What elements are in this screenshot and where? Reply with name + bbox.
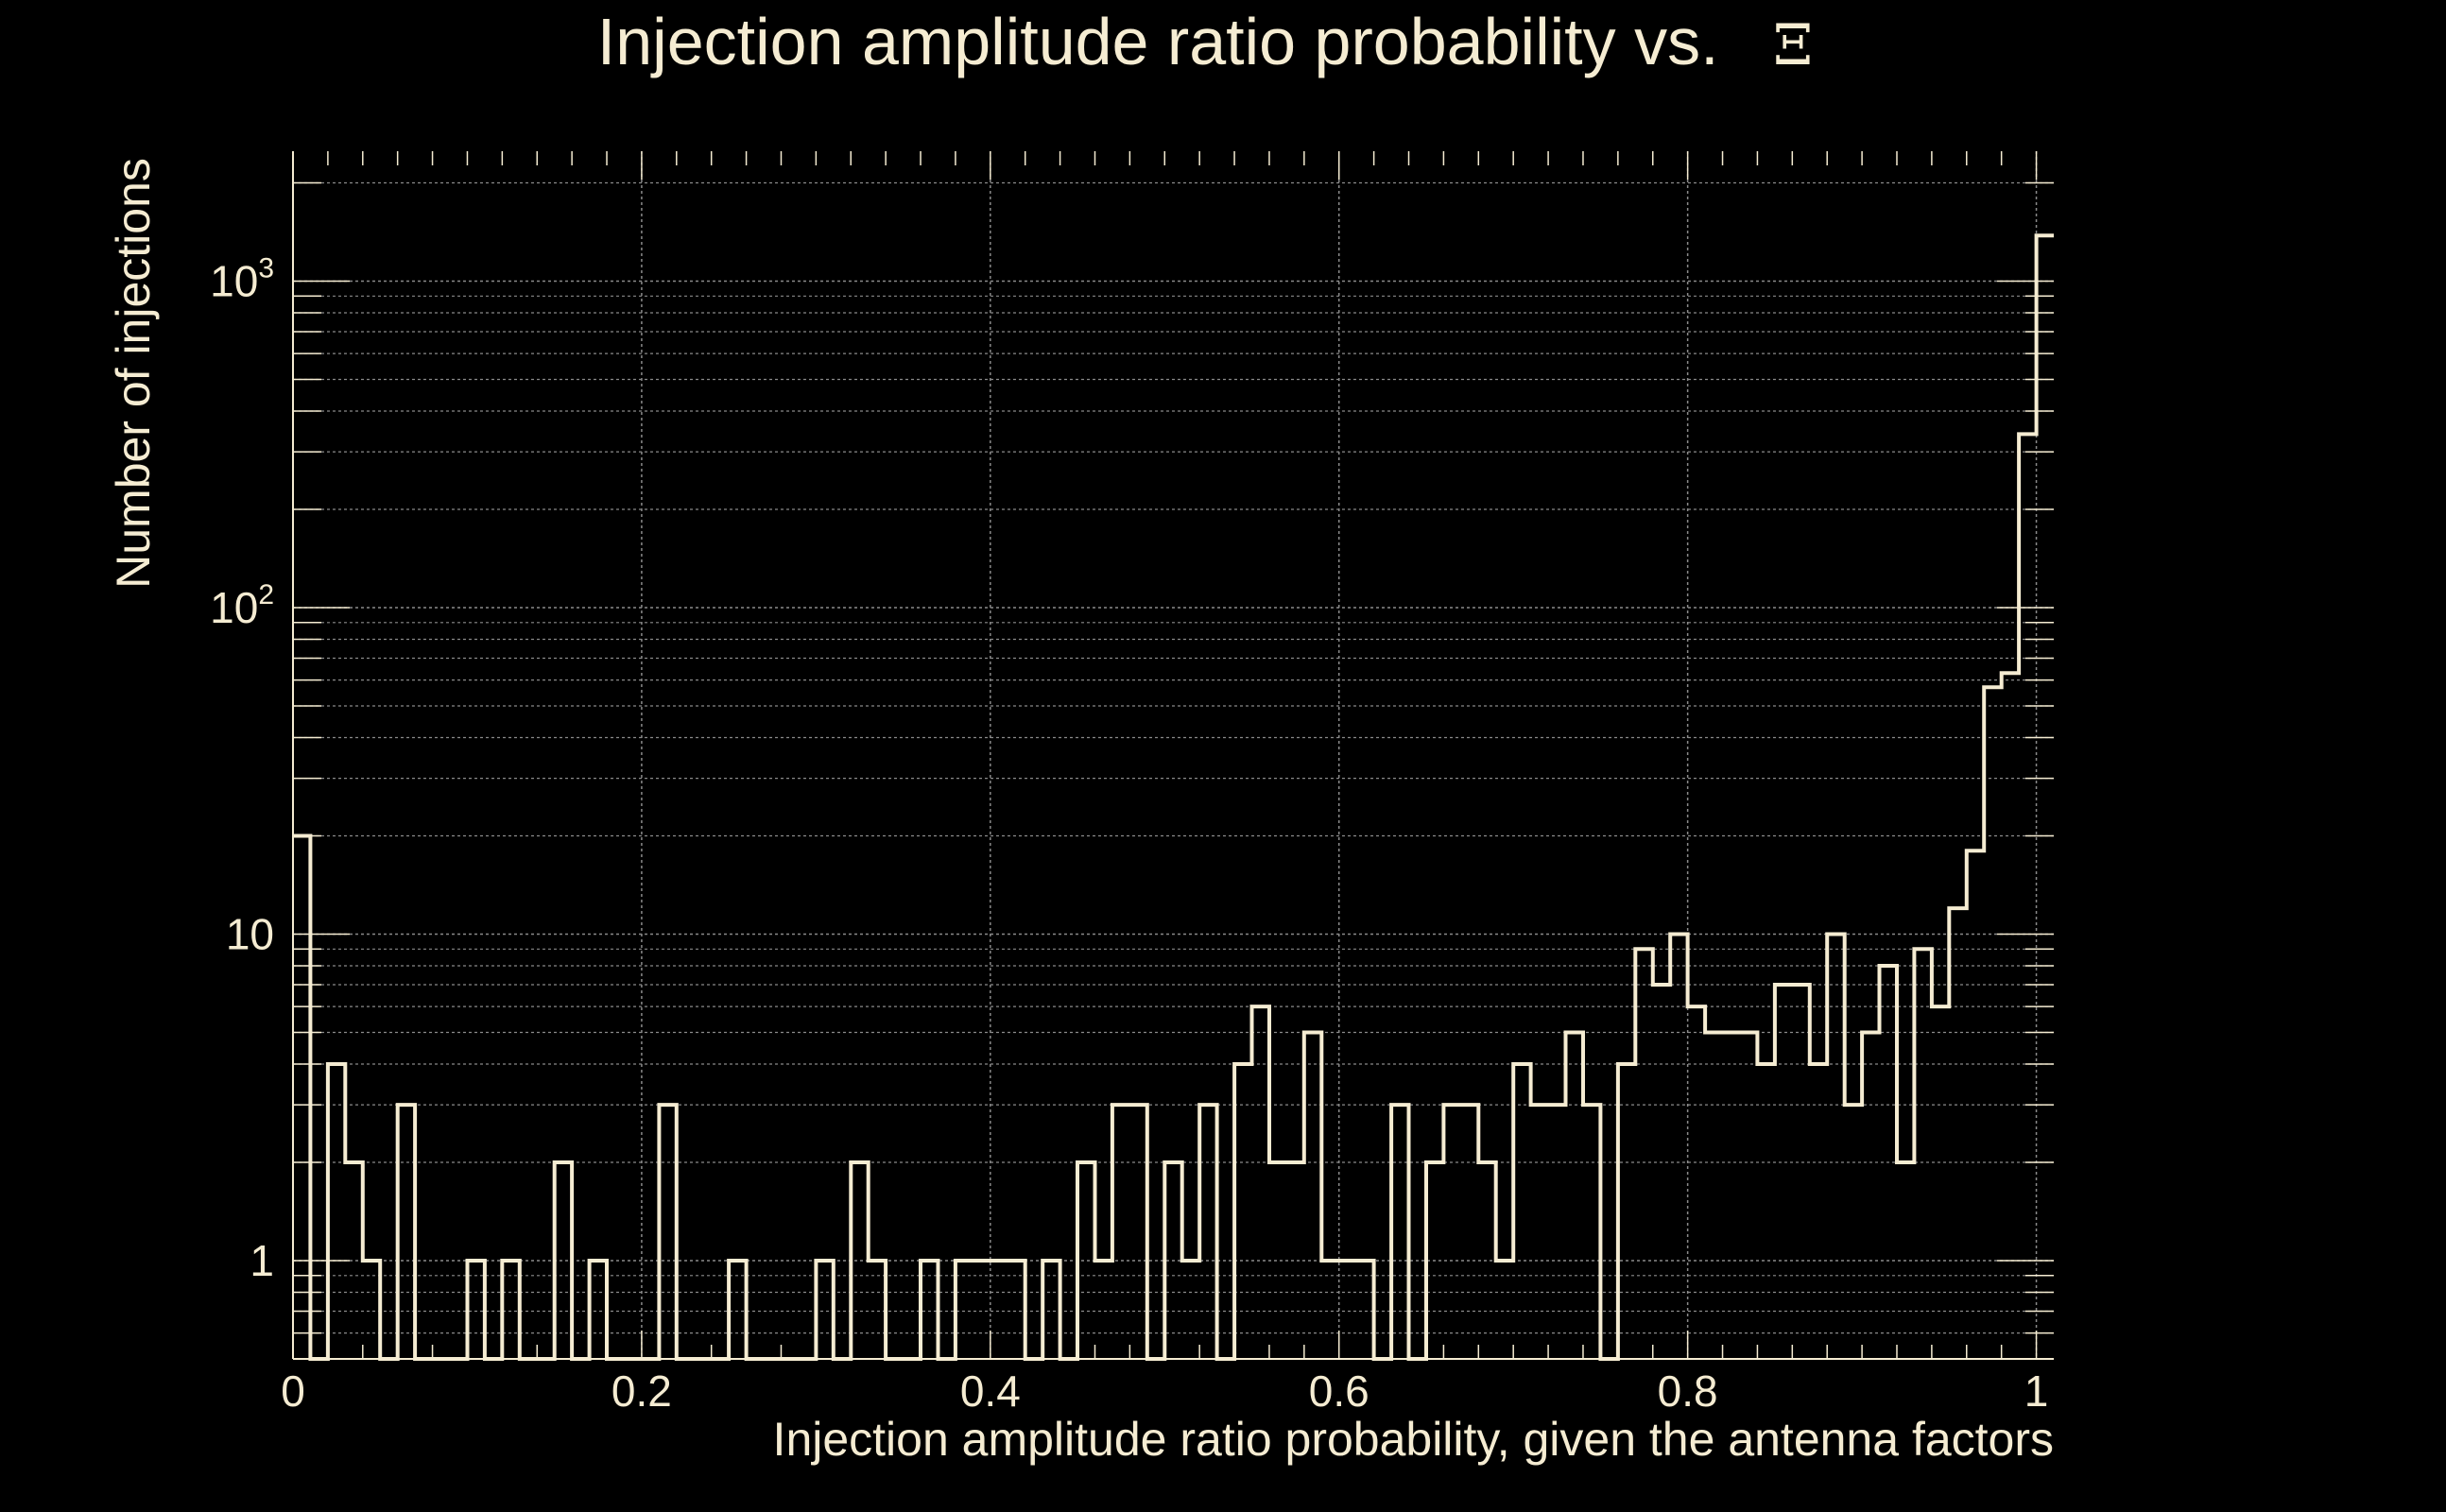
x-tick-labels: 0 0.2 0.4 0.6 0.8 1 [281, 1366, 2048, 1416]
y-tick-label-base: 10 [226, 909, 274, 958]
x-tick-label: 0 [281, 1366, 305, 1416]
y-tick-label-exponent: 3 [258, 252, 274, 284]
y-tick-label: 10 [226, 909, 274, 958]
y-tick-label-exponent: 2 [258, 579, 274, 610]
y-tick-label-base: 10 [210, 256, 258, 305]
chart-title-text: Injection amplitude ratio probability vs… [597, 5, 1719, 78]
x-tick-label: 0.4 [960, 1366, 1021, 1416]
y-tick-label-base: 10 [210, 583, 258, 632]
y-tick-label: 102 [210, 579, 274, 632]
y-axis-label: Number of injections [107, 158, 160, 589]
chart-title-symbol: Ξ [1773, 12, 1813, 78]
y-tick-label: 1 [250, 1236, 274, 1285]
x-tick-label: 0.8 [1658, 1366, 1718, 1416]
chart-title: Injection amplitude ratio probability vs… [597, 5, 1813, 78]
x-axis-label: Injection amplitude ratio probability, g… [773, 1413, 2054, 1466]
histogram-series-line [293, 233, 2054, 1361]
y-tick-label-base: 1 [250, 1236, 274, 1285]
x-tick-label: 0.6 [1309, 1366, 1369, 1416]
y-tick-label: 103 [210, 252, 274, 305]
x-tick-label: 1 [2024, 1366, 2049, 1416]
x-tick-label: 0.2 [612, 1366, 672, 1416]
